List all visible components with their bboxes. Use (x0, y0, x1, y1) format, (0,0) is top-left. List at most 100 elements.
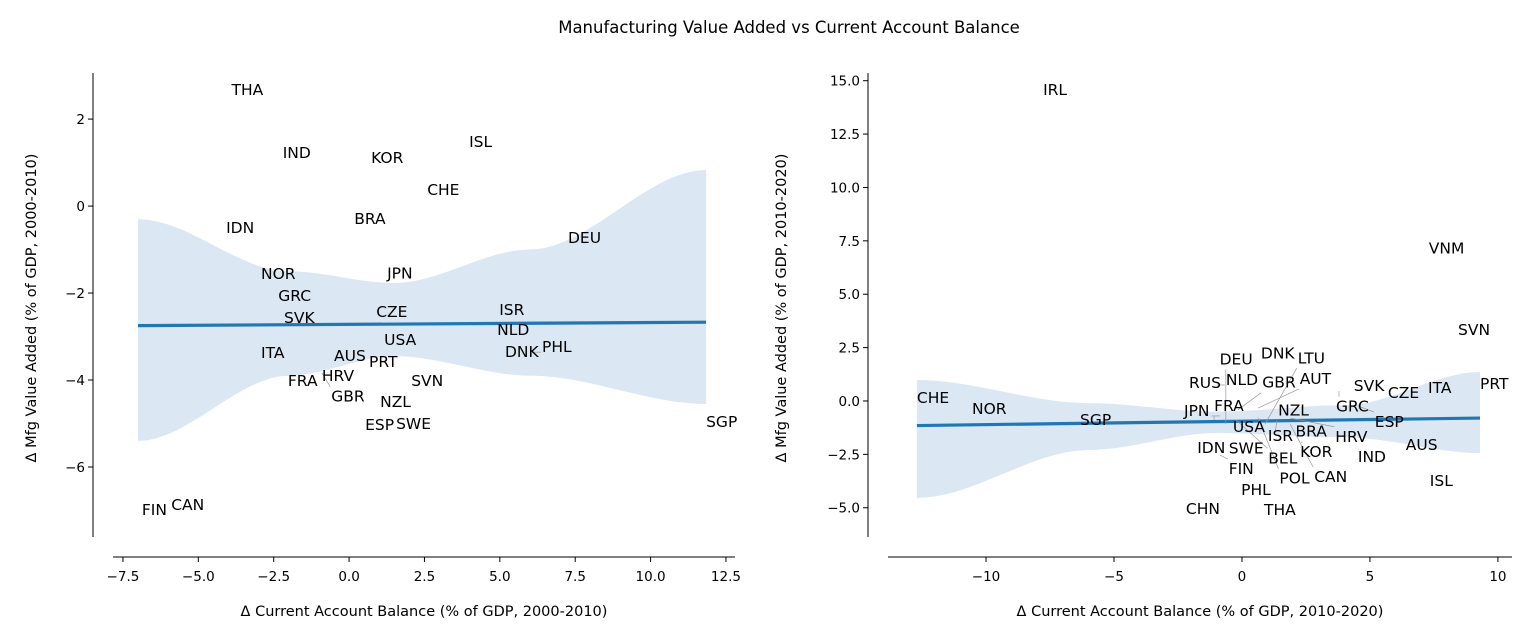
x-tick-label: 5 (1366, 569, 1375, 585)
label-leader-line (1257, 388, 1299, 409)
x-tick-label: 5.0 (489, 569, 510, 585)
point-label: SGP (706, 413, 737, 431)
x-axis-label: Δ Current Account Balance (% of GDP, 201… (1017, 604, 1384, 620)
label-leader-line (1219, 454, 1228, 460)
point-label: BRA (1296, 423, 1328, 441)
label-leader-line (321, 372, 331, 387)
label-leader-line (1274, 420, 1278, 434)
point-label: AUS (1406, 436, 1438, 454)
point-label: DEU (568, 229, 601, 247)
point-label: PRT (1480, 375, 1509, 393)
y-tick-label: −5.0 (827, 501, 860, 517)
point-label: JPN (1183, 402, 1210, 420)
point-label: ESP (1375, 413, 1404, 431)
point-label: GBR (331, 388, 365, 406)
point-label: NZL (1278, 401, 1309, 419)
point-label: FIN (1229, 460, 1254, 478)
y-tick-label: 15.0 (830, 74, 860, 90)
leader-lines (321, 351, 541, 387)
point-label: USA (1233, 418, 1265, 436)
point-label: FRA (1214, 397, 1244, 415)
point-label: BEL (1268, 449, 1297, 467)
point-label: ISL (1430, 472, 1453, 490)
point-label: CHE (917, 389, 949, 407)
point-label: USA (384, 331, 416, 349)
point-label: AUT (1300, 370, 1332, 388)
point-label: NLD (497, 321, 529, 339)
point-label: LTU (1298, 349, 1325, 367)
point-label: ISR (1268, 427, 1293, 445)
point-label: KOR (1300, 443, 1333, 461)
point-label: VNM (1429, 240, 1465, 258)
figure-title: Manufacturing Value Added vs Current Acc… (558, 18, 1020, 37)
x-tick-label: 0.0 (338, 569, 359, 585)
label-leader-line (1357, 405, 1374, 413)
point-label: BRA (354, 210, 386, 228)
point-label: IND (1358, 448, 1386, 466)
x-tick-label: 7.5 (564, 569, 585, 585)
point-label: CAN (1314, 468, 1347, 486)
x-tick-label: −10 (972, 569, 1001, 585)
x-tick-label: 2.5 (414, 569, 435, 585)
point-label: HRV (322, 367, 355, 385)
x-tick-label: −5 (1104, 569, 1124, 585)
x-tick-label: 10.0 (636, 569, 666, 585)
point-label: NLD (1226, 371, 1258, 389)
point-label: FIN (142, 501, 167, 519)
y-tick-label: −2 (65, 286, 85, 302)
point-label: SWE (1229, 439, 1264, 457)
point-label: CAN (171, 496, 204, 514)
label-leader-line (1289, 423, 1314, 468)
point-label: SWE (396, 415, 431, 433)
chart-panel-1: THA IND KOR ISL CHE BRA IDN DEU NOR GRC JPN SVK CZE I… (24, 73, 741, 620)
point-label: CHN (1186, 500, 1220, 518)
point-label: IDN (1197, 439, 1225, 457)
label-leader-line (1237, 392, 1262, 411)
x-axis-label: Δ Current Account Balance (% of GDP, 200… (241, 604, 608, 620)
point-label: ESP (365, 416, 394, 434)
point-label: IND (283, 144, 311, 162)
point-label: THA (231, 81, 264, 99)
x-tick-label: 12.5 (711, 569, 741, 585)
point-label: GBR (1262, 374, 1296, 392)
x-tick-label: −2.5 (257, 569, 290, 585)
point-label: SVK (284, 309, 315, 327)
point-label: HRV (1335, 428, 1368, 446)
label-leader-line (1264, 368, 1298, 425)
point-label: ITA (261, 344, 285, 362)
point-label: KOR (371, 149, 404, 167)
y-tick-label: −2.5 (827, 447, 860, 463)
x-tick-label: −7.5 (107, 569, 140, 585)
y-tick-label: −4 (65, 373, 85, 389)
y-axis-label: Δ Mfg Value Added (% of GDP, 2010-2020) (774, 154, 790, 463)
point-label: ISR (499, 301, 524, 319)
point-label: ITA (1428, 379, 1452, 397)
y-tick-label: 10.0 (830, 180, 860, 196)
point-label: FRA (288, 372, 318, 390)
y-tick-label: −6 (65, 460, 85, 476)
y-tick-label: 7.5 (839, 234, 860, 250)
point-label: IDN (226, 219, 254, 237)
label-leader-line (1257, 417, 1279, 469)
point-label: JPN (386, 264, 413, 282)
point-label: GRC (278, 287, 311, 305)
point-label: SVN (1458, 321, 1490, 339)
label-leader-line (1290, 417, 1335, 428)
point-label: PRT (369, 353, 398, 371)
confidence-band (138, 170, 707, 441)
point-label: CZE (1388, 384, 1419, 402)
y-tick-label: 5.0 (839, 287, 860, 303)
leader-lines (1211, 368, 1374, 469)
point-label: AUS (334, 347, 366, 365)
point-label: DEU (1220, 350, 1253, 368)
point-label: NOR (261, 265, 296, 283)
y-axis-label: Δ Mfg Value Added (% of GDP, 2000-2010) (24, 154, 40, 463)
point-label: NZL (380, 393, 411, 411)
label-leader-line (1235, 419, 1268, 449)
point-label: NOR (972, 400, 1007, 418)
confidence-band (916, 371, 1480, 498)
y-tick-label: 0.0 (839, 394, 860, 410)
point-label: POL (1279, 470, 1310, 488)
point-label: SVK (1354, 377, 1385, 395)
